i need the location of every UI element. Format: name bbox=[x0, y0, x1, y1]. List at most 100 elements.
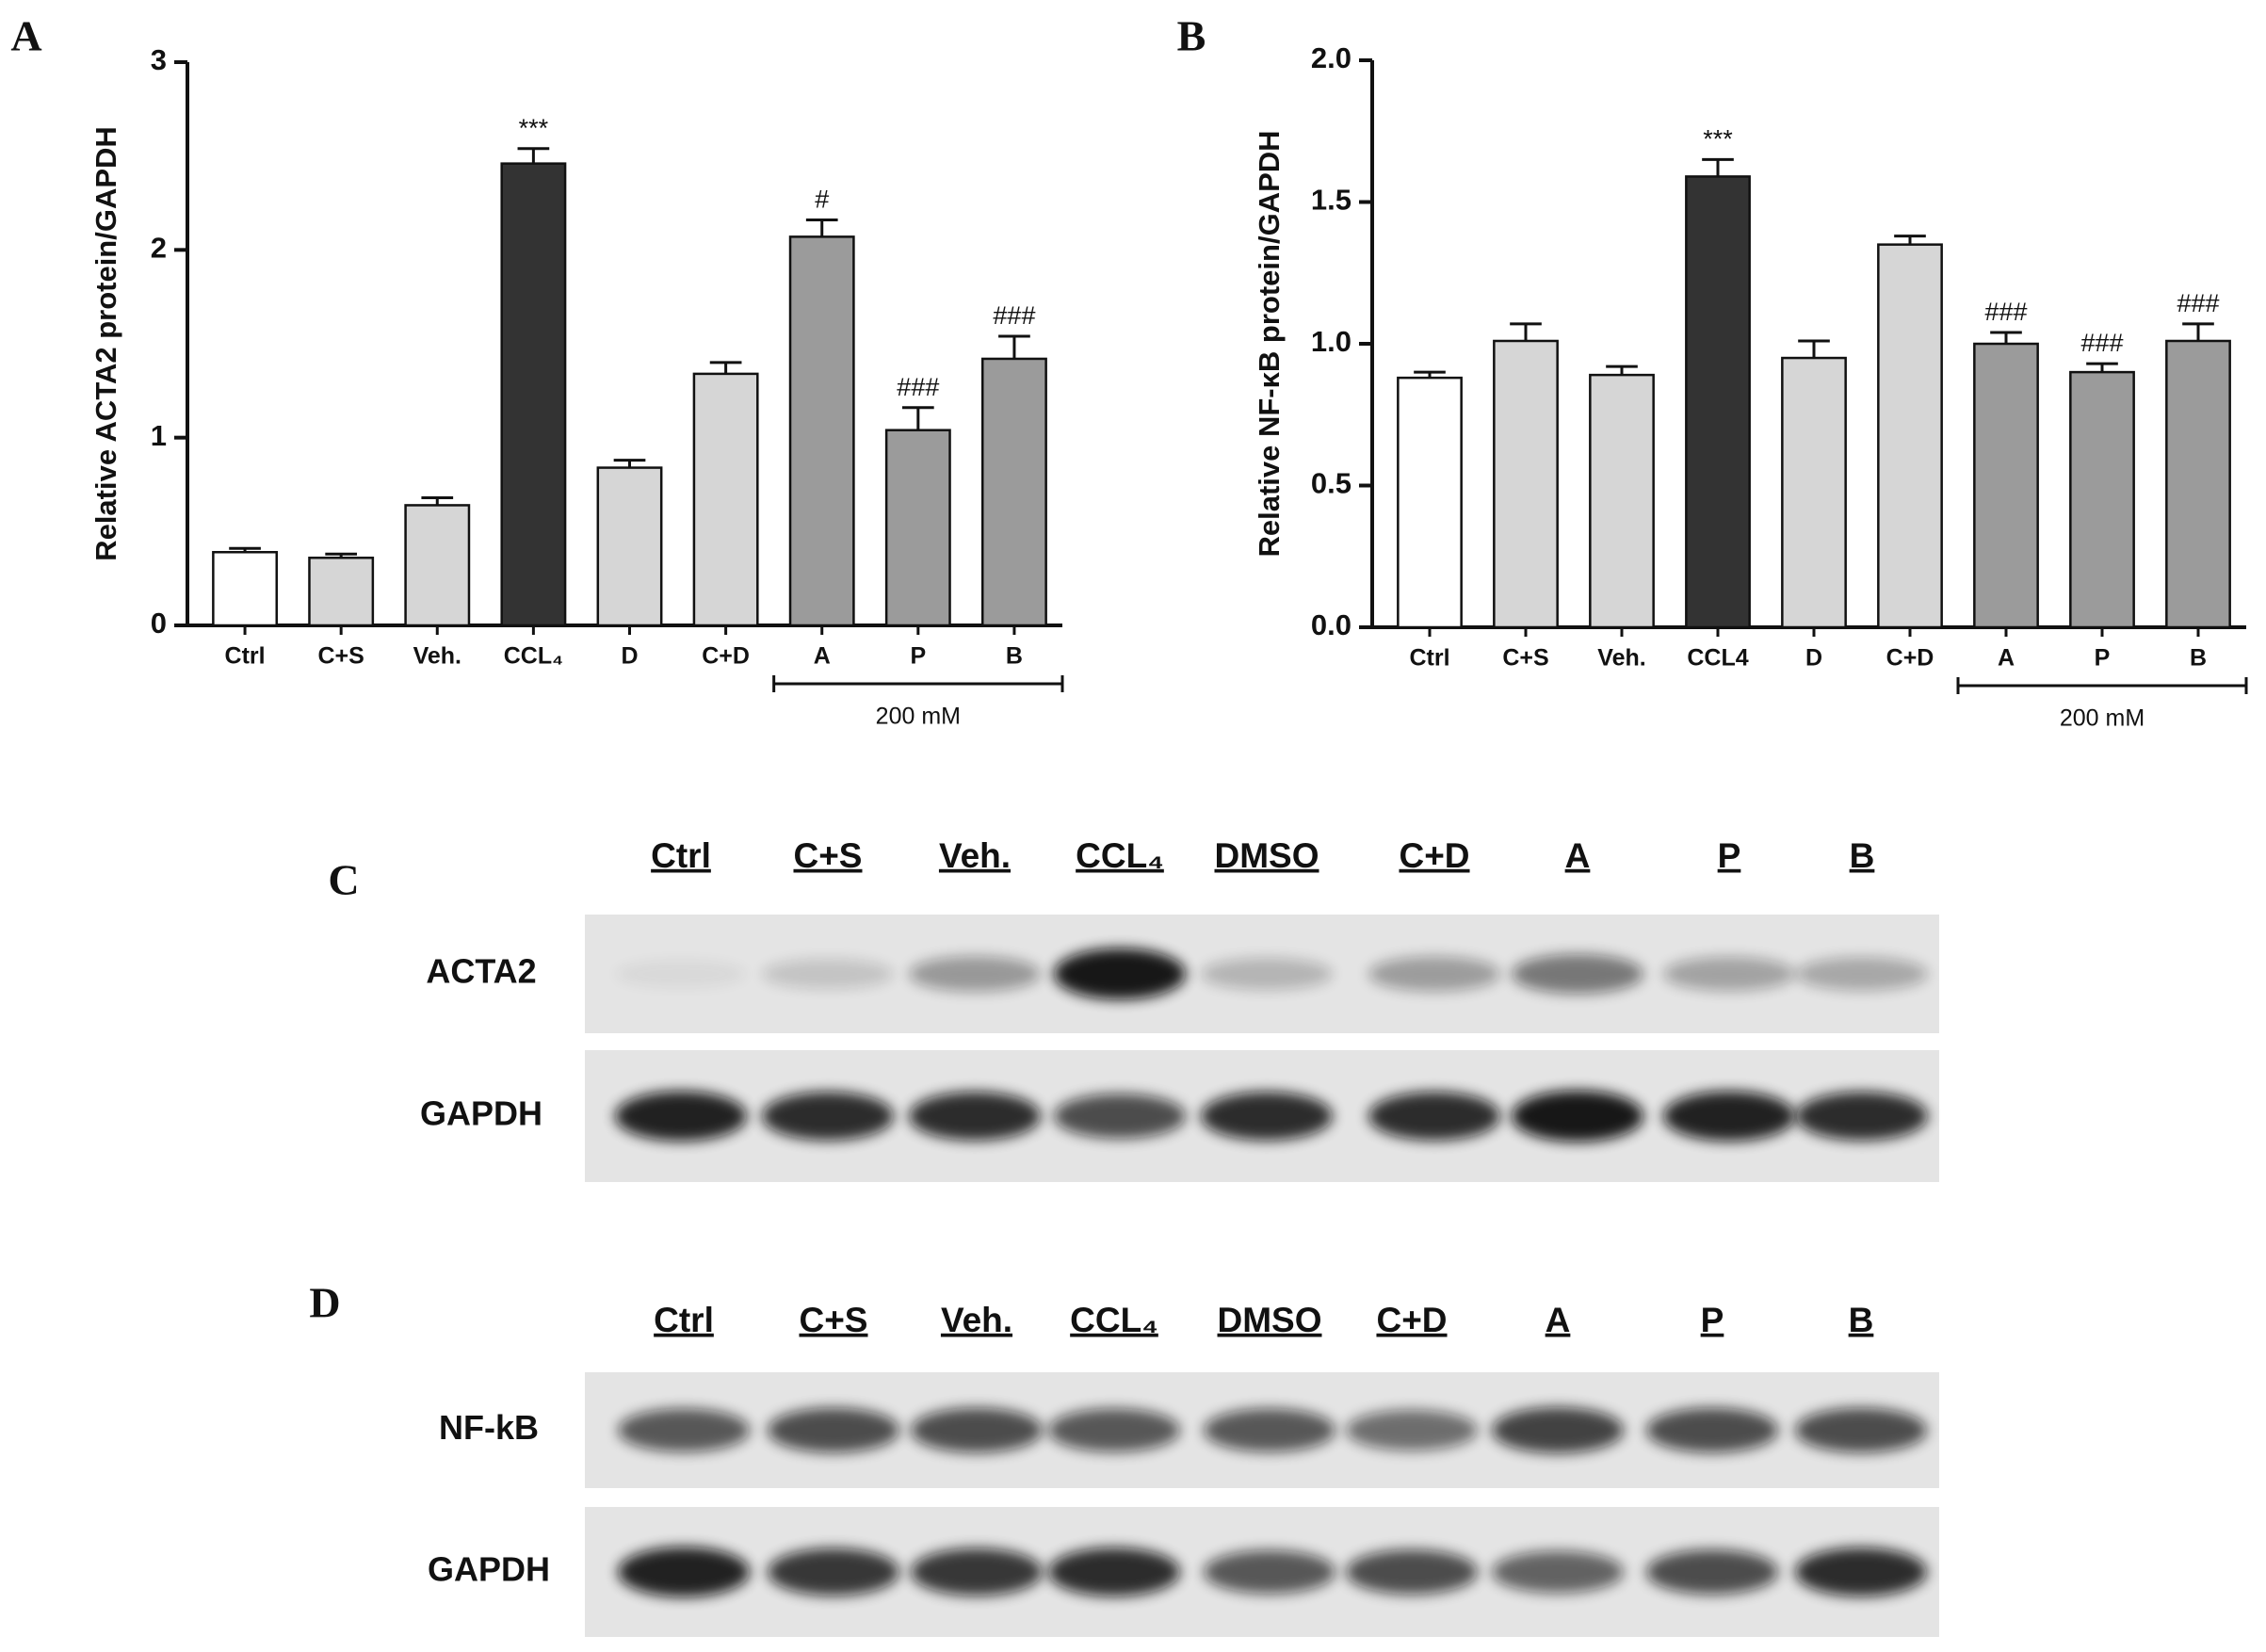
y-tick-label: 0.5 bbox=[1311, 467, 1352, 500]
row-label: ACTA2 bbox=[426, 952, 536, 991]
x-tick-label: Veh. bbox=[1597, 645, 1645, 672]
row-label: GAPDH bbox=[420, 1094, 542, 1133]
y-tick-label: 1 bbox=[151, 419, 167, 452]
blot-band bbox=[1346, 1409, 1478, 1451]
bar bbox=[404, 504, 471, 627]
x-tick-label: CCL₄ bbox=[504, 643, 563, 670]
x-tick-label: Ctrl bbox=[1409, 645, 1449, 672]
x-tick-label: CCL4 bbox=[1687, 645, 1748, 672]
x-tick-label: C+D bbox=[1886, 645, 1934, 672]
lane-label: Veh. bbox=[941, 1301, 1012, 1339]
blot-band bbox=[1492, 1550, 1624, 1594]
blot-band bbox=[1048, 1547, 1180, 1596]
bar bbox=[692, 372, 759, 627]
lane-label: A bbox=[1546, 1301, 1571, 1339]
bar bbox=[596, 466, 663, 627]
y-axis-label: Relative NF-κB protein/GAPDH bbox=[1253, 130, 1286, 557]
panel-label: D bbox=[309, 1279, 340, 1327]
blot-band bbox=[615, 960, 747, 988]
lane-label: P bbox=[1718, 836, 1741, 875]
x-tick-label: C+S bbox=[317, 643, 364, 670]
blot-band bbox=[618, 1547, 750, 1597]
significance-mark: ### bbox=[2177, 289, 2219, 317]
blot-band bbox=[615, 1091, 747, 1142]
y-tick-label: 1.0 bbox=[1311, 325, 1352, 358]
bar bbox=[212, 551, 279, 627]
bar bbox=[1781, 356, 1847, 629]
blot-band bbox=[762, 1092, 894, 1141]
bar bbox=[500, 162, 567, 627]
bracket-label: 200 mM bbox=[876, 704, 961, 730]
x-tick-label: A bbox=[1998, 645, 2015, 672]
x-tick-label: B bbox=[1006, 643, 1023, 670]
significance-mark: ### bbox=[2080, 329, 2123, 357]
bar bbox=[788, 235, 855, 627]
blot-band bbox=[1346, 1549, 1478, 1595]
x-tick-label: D bbox=[621, 643, 638, 670]
panel-label: C bbox=[328, 856, 359, 904]
blot-band bbox=[1646, 1407, 1778, 1453]
blot-band bbox=[1201, 1092, 1333, 1141]
blot-band bbox=[1048, 1408, 1180, 1452]
significance-mark: ### bbox=[897, 373, 939, 401]
blot-band bbox=[1795, 1547, 1927, 1596]
lane-label: C+S bbox=[799, 1301, 867, 1339]
significance-mark: # bbox=[815, 186, 829, 214]
x-tick-label: B bbox=[2190, 645, 2207, 672]
y-tick-label: 2 bbox=[151, 232, 167, 265]
bar bbox=[1493, 339, 1559, 629]
blot-band bbox=[1663, 956, 1795, 992]
lane-label: C+S bbox=[793, 836, 862, 875]
bar bbox=[980, 357, 1047, 627]
bar bbox=[1877, 243, 1943, 629]
blot-band bbox=[768, 1407, 899, 1453]
y-axis-label: Relative ACTA2 protein/GAPDH bbox=[89, 126, 122, 561]
y-tick-label: 0.0 bbox=[1311, 608, 1352, 641]
lane-label: B bbox=[1850, 836, 1875, 875]
blot-band bbox=[1663, 1091, 1795, 1142]
blot-band bbox=[1796, 1092, 1928, 1141]
x-tick-label: Ctrl bbox=[225, 643, 266, 670]
blot-band bbox=[911, 1547, 1043, 1596]
blot-band bbox=[1368, 1092, 1500, 1141]
blot-band bbox=[1646, 1549, 1778, 1595]
row-label: NF-kB bbox=[439, 1408, 539, 1447]
lane-label: C+D bbox=[1399, 836, 1469, 875]
x-tick-label: P bbox=[910, 643, 926, 670]
significance-mark: ### bbox=[993, 301, 1035, 330]
panel-label: B bbox=[1177, 12, 1206, 60]
bracket-label: 200 mM bbox=[2060, 705, 2145, 732]
bar bbox=[884, 429, 951, 627]
blot-band bbox=[1512, 1090, 1643, 1142]
blot-band bbox=[911, 1407, 1043, 1453]
blot-band bbox=[1512, 954, 1643, 994]
bar bbox=[1685, 175, 1751, 629]
blot-band bbox=[1492, 1407, 1624, 1453]
blot-band bbox=[618, 1408, 750, 1452]
lane-label: C+D bbox=[1376, 1301, 1447, 1339]
x-tick-label: Veh. bbox=[413, 643, 461, 670]
blot-band bbox=[1201, 957, 1333, 991]
blot-band bbox=[909, 1092, 1041, 1141]
y-tick-label: 0 bbox=[151, 607, 167, 640]
x-tick-label: C+D bbox=[702, 643, 750, 670]
bar bbox=[2069, 370, 2135, 629]
bar bbox=[1973, 342, 2039, 629]
blot-band bbox=[1368, 956, 1500, 992]
blot-band bbox=[762, 958, 894, 990]
x-tick-label: D bbox=[1805, 645, 1822, 672]
lane-label: CCL₄ bbox=[1070, 1301, 1158, 1339]
blot-band bbox=[1204, 1408, 1335, 1452]
lane-label: Veh. bbox=[939, 836, 1011, 875]
bar bbox=[308, 556, 375, 627]
blot-band bbox=[768, 1547, 899, 1596]
blot-band bbox=[1054, 947, 1186, 1000]
lane-label: DMSO bbox=[1218, 1301, 1322, 1339]
y-tick-label: 3 bbox=[151, 43, 167, 76]
lane-label: CCL₄ bbox=[1076, 836, 1164, 875]
bar bbox=[1589, 373, 1655, 629]
y-tick-label: 2.0 bbox=[1311, 41, 1352, 74]
panel-label: A bbox=[10, 12, 41, 60]
blot-band bbox=[909, 956, 1041, 992]
